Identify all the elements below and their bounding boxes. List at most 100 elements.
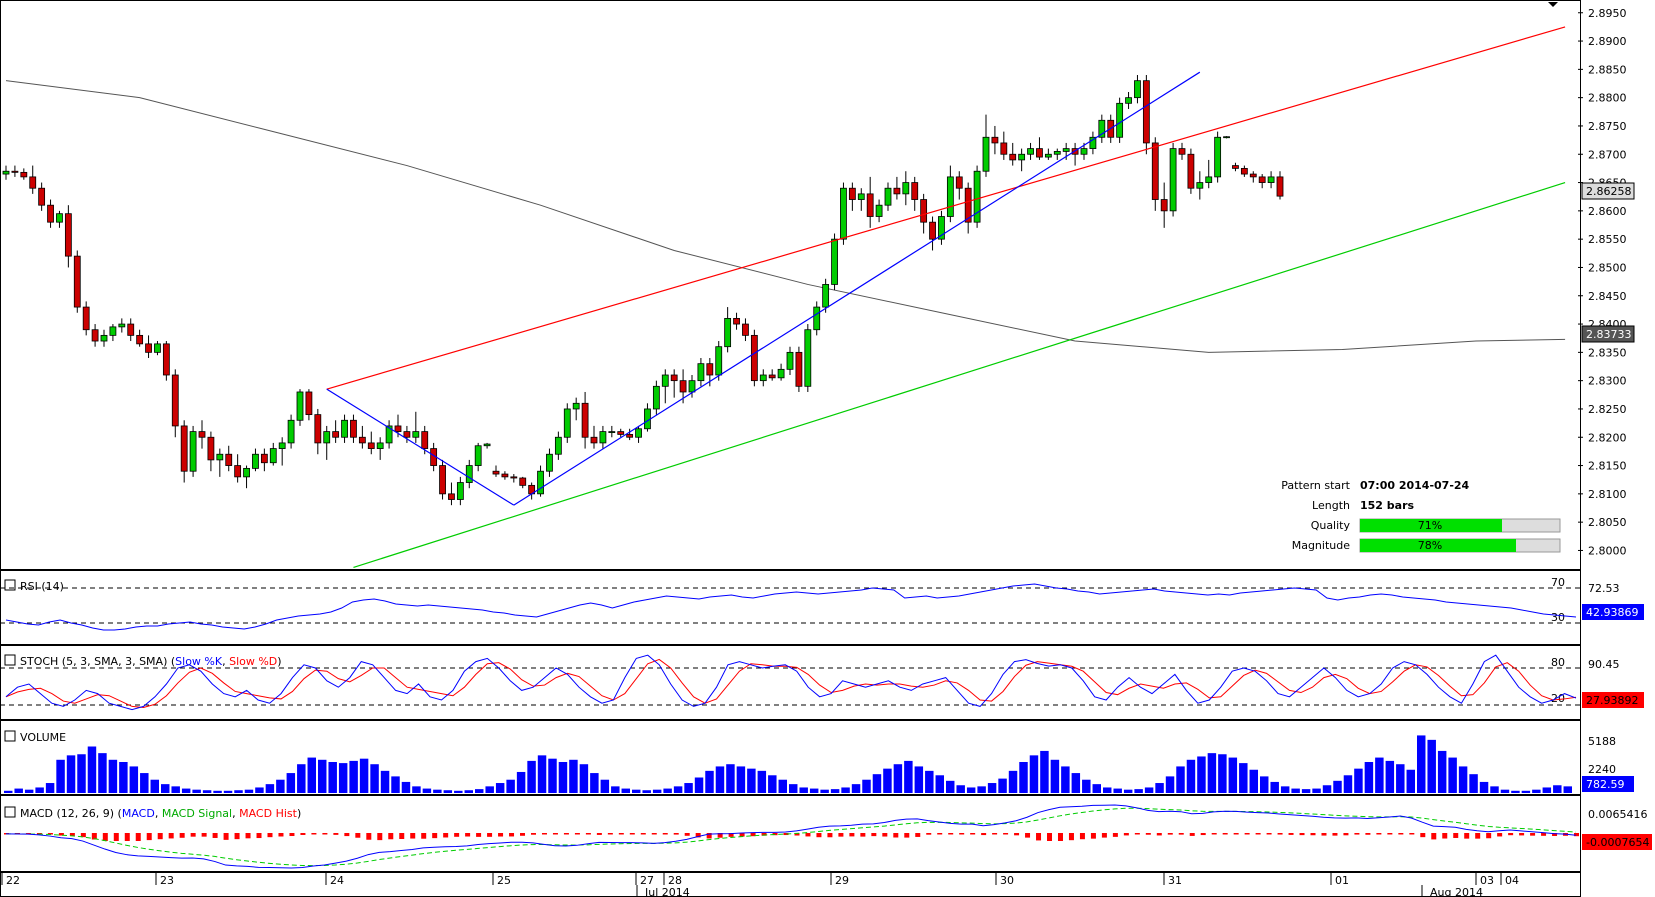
macd-hist-bar <box>1431 833 1437 840</box>
volume-axis-value-2: 2240 <box>1588 763 1616 776</box>
macd-hist-bar <box>476 833 482 837</box>
volume-bar <box>171 786 180 793</box>
candle-body <box>768 374 776 379</box>
macd-hist-bar <box>443 833 449 838</box>
time-tick-label: 31 <box>1168 874 1182 887</box>
candle-body <box>73 255 81 308</box>
volume-bar <box>1490 786 1499 793</box>
macd-hist-bar <box>684 833 690 836</box>
volume-bar <box>349 760 358 793</box>
volume-bar <box>1186 759 1196 793</box>
moving-average-line <box>5 80 1566 353</box>
rsi-close-icon[interactable] <box>4 579 16 591</box>
volume-bar <box>684 783 693 793</box>
candle-body <box>448 493 455 500</box>
macd-hist-bar <box>223 833 229 840</box>
price-tick-label: 2.8350 <box>1588 346 1627 359</box>
volume-close-icon[interactable] <box>4 730 16 742</box>
candle-body <box>929 221 936 240</box>
macd-hist-bar <box>1167 833 1173 835</box>
candle-body <box>1214 136 1222 178</box>
current-price-tag: 2.86258 <box>1581 182 1635 200</box>
macd-hist-bar <box>1134 833 1140 835</box>
candle-body <box>385 425 393 444</box>
candle-body <box>1089 136 1097 149</box>
macd-hist-bar <box>959 833 965 835</box>
candle-body <box>715 346 723 376</box>
stoch-current: 27.93892 <box>1586 694 1639 707</box>
volume-bar <box>1354 768 1363 793</box>
macd-hist-bar <box>838 833 844 837</box>
macd-close-icon[interactable] <box>4 806 16 818</box>
macd-hist-bar <box>454 833 460 837</box>
volume-bar <box>318 759 327 793</box>
candle-body <box>1080 148 1088 155</box>
volume-bar <box>830 789 840 793</box>
stoch-close-icon[interactable] <box>4 654 16 666</box>
stoch-axis-value: 90.45 <box>1588 658 1620 671</box>
length-value: 152 bars <box>1360 499 1415 512</box>
time-tick-label: 04 <box>1505 874 1519 887</box>
macd-hist-bar <box>1047 833 1053 841</box>
volume-bar <box>956 785 965 793</box>
macd-hist-bar <box>1101 833 1107 838</box>
candle-body <box>679 380 687 393</box>
candle-body <box>145 343 152 353</box>
candle-body <box>697 363 705 382</box>
macd-indicator: MACD (12, 26, 9) (MACD, MACD Signal, MAC… <box>4 804 1652 869</box>
volume-bar <box>1511 790 1520 793</box>
candle-body <box>501 473 509 478</box>
macd-hist-bar <box>1025 833 1031 838</box>
candle-body <box>519 477 527 486</box>
volume-bar <box>1322 785 1332 793</box>
volume-bar <box>621 788 630 793</box>
macd-hist-bar <box>706 833 712 839</box>
candle-body <box>786 351 794 370</box>
candle-body <box>189 431 197 472</box>
candle-body <box>635 428 642 438</box>
macd-line <box>5 804 1577 869</box>
macd-hist-bar <box>113 833 119 841</box>
candle-body <box>1160 199 1168 212</box>
macd-hist-bar <box>1112 833 1118 837</box>
macd-hist-bar <box>541 833 547 835</box>
candle-body <box>857 193 865 200</box>
month-label: Jul 2014 <box>644 886 690 897</box>
volume-bar <box>1228 757 1238 793</box>
macd-hist-bar <box>1475 833 1481 839</box>
volume-bar <box>87 746 97 793</box>
macd-hist-bar <box>498 833 504 837</box>
candle-body <box>127 323 135 336</box>
volume-bar <box>1249 769 1258 793</box>
candle-body <box>341 419 348 438</box>
volume-bar <box>1040 750 1049 793</box>
volume-bar <box>1103 787 1112 793</box>
macd-hist-bar <box>157 833 163 840</box>
candle-body <box>82 306 90 331</box>
volume-bar <box>851 784 861 793</box>
volume-bar <box>1291 788 1300 793</box>
macd-hist-bar <box>1299 833 1305 836</box>
magnitude-bar-fill <box>1360 539 1516 552</box>
macd-hist-bar <box>1036 833 1042 841</box>
macd-hist-bar <box>300 833 306 835</box>
candle-body <box>608 431 616 433</box>
macd-hist-bar <box>1464 833 1470 839</box>
macd-label: MACD <box>122 807 155 820</box>
macd-hist-bar <box>695 833 701 838</box>
volume-bar <box>1333 780 1342 793</box>
price-tick-label: 2.8450 <box>1588 290 1627 303</box>
volume-bar <box>495 783 505 793</box>
price-tick-label: 2.8550 <box>1588 233 1627 246</box>
volume-panel <box>0 720 1581 795</box>
candle-body <box>759 374 767 382</box>
macd-hist-bar <box>322 833 328 835</box>
candle-body <box>848 187 856 200</box>
volume-bar <box>307 757 316 793</box>
candle-body <box>1151 142 1159 200</box>
scroll-marker-icon[interactable] <box>1548 2 1558 7</box>
macd-hist-bar <box>585 833 591 835</box>
volume-bar <box>265 784 275 793</box>
candle-body <box>1116 102 1124 138</box>
candle-body <box>1169 148 1177 212</box>
